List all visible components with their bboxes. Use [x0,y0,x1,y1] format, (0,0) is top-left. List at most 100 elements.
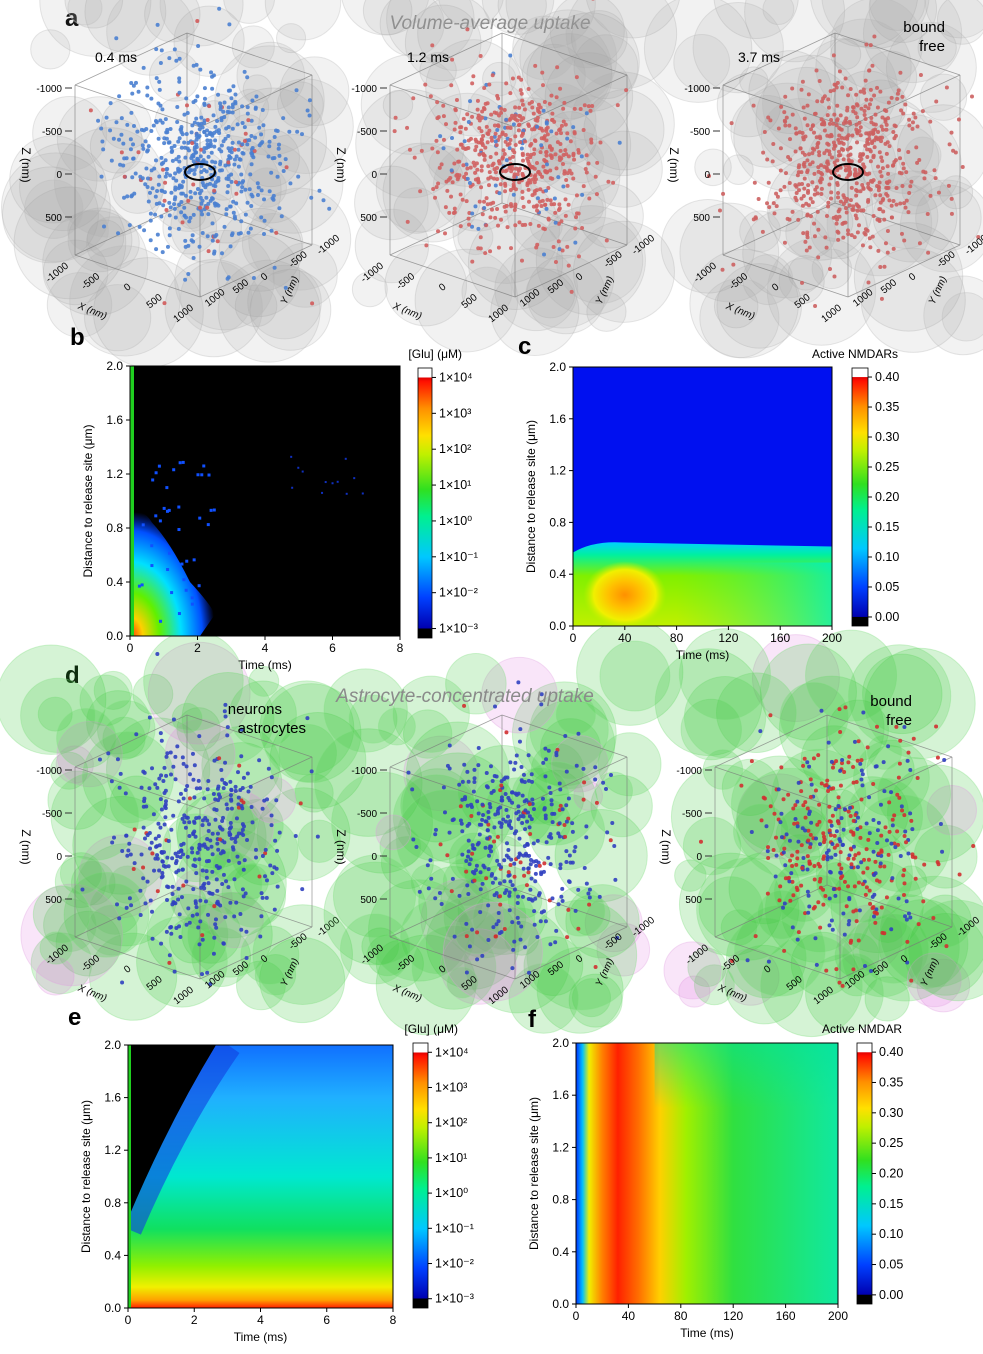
molecule-dot [129,903,133,907]
molecule-dot [540,136,544,140]
molecule-dot [466,804,470,808]
molecule-dot [171,900,175,904]
molecule-dot [840,136,844,140]
molecule-dot [848,166,852,170]
molecule-dot [223,101,227,105]
molecule-dot [826,113,830,117]
molecule-dot [521,132,525,136]
molecule-dot [797,781,801,785]
molecule-dot [863,964,867,968]
molecule-dot [841,236,845,240]
molecule-dot [466,177,470,181]
molecule-dot [261,807,265,811]
molecule-dot [585,111,589,115]
molecule-dot [883,142,887,146]
molecule-dot [873,145,877,149]
molecule-dot [190,850,194,854]
molecule-dot [270,814,274,818]
molecule-dot [112,836,116,840]
molecule-dot [159,731,163,735]
molecule-dot [516,895,520,899]
molecule-dot [188,921,192,925]
molecule-dot [875,725,879,729]
molecule-dot [308,113,312,117]
heat-speck [202,464,205,467]
molecule-dot [841,843,845,847]
z-tick-label: 0 [56,170,62,181]
molecule-dot [132,867,136,871]
molecule-dot [550,112,554,116]
z-tick-label: -500 [682,809,702,820]
x-axis-label: Time (ms) [676,648,730,662]
molecule-dot [496,97,500,101]
molecule-dot [469,857,473,861]
molecule-dot [764,824,768,828]
molecule-dot [170,150,174,154]
molecule-dot [538,891,542,895]
molecule-dot [493,893,497,897]
molecule-dot [476,108,480,112]
z-tick-label: -500 [357,127,377,138]
molecule-dot [394,116,398,120]
molecule-dot [520,190,524,194]
molecule-dot [495,207,499,211]
molecule-dot [895,829,899,833]
molecule-dot [766,845,770,849]
molecule-dot [520,147,524,151]
molecule-dot [448,744,452,748]
molecule-dot [889,842,893,846]
molecule-dot [216,832,220,836]
molecule-dot [257,758,261,762]
molecule-dot [161,168,165,172]
heat-speck [346,493,348,495]
heat-speck [154,514,157,517]
molecule-dot [448,831,452,835]
molecule-dot [830,842,834,846]
molecule-dot [545,171,549,175]
molecule-dot [572,849,576,853]
molecule-dot [486,132,490,136]
molecule-dot [947,184,951,188]
molecule-dot [549,129,553,133]
molecule-dot [867,187,871,191]
molecule-dot [821,888,825,892]
molecule-dot [114,36,118,40]
molecule-dot [504,730,508,734]
molecule-dot [605,830,609,834]
molecule-dot [215,202,219,206]
molecule-dot [583,866,587,870]
molecule-dot [199,116,203,120]
molecule-dot [467,839,471,843]
molecule-dot [455,148,459,152]
molecule-dot [244,132,248,136]
molecule-dot [429,877,433,881]
molecule-dot [234,789,238,793]
molecule-dot [504,118,508,122]
molecule-dot [532,147,536,151]
colorbar-tick-label: 0.30 [875,430,899,444]
z-tick-label: 500 [45,213,62,224]
z-tick-label: -500 [42,127,62,138]
molecule-dot [467,138,471,142]
molecule-dot [501,155,505,159]
molecule-dot [480,803,484,807]
molecule-dot [215,119,219,123]
molecule-dot [795,131,799,135]
molecule-dot [854,170,858,174]
molecule-dot [857,851,861,855]
molecule-dot [207,155,211,159]
molecule-dot [176,167,180,171]
molecule-dot [836,230,840,234]
molecule-dot [530,100,534,104]
molecule-dot [881,166,885,170]
molecule-dot [758,729,762,733]
heat-speck [165,486,168,489]
molecule-dot [858,762,862,766]
molecule-dot [199,154,203,158]
molecule-dot [246,789,250,793]
molecule-dot [848,203,852,207]
molecule-dot [801,151,805,155]
molecule-dot [902,166,906,170]
molecule-dot [179,849,183,853]
molecule-dot [797,163,801,167]
